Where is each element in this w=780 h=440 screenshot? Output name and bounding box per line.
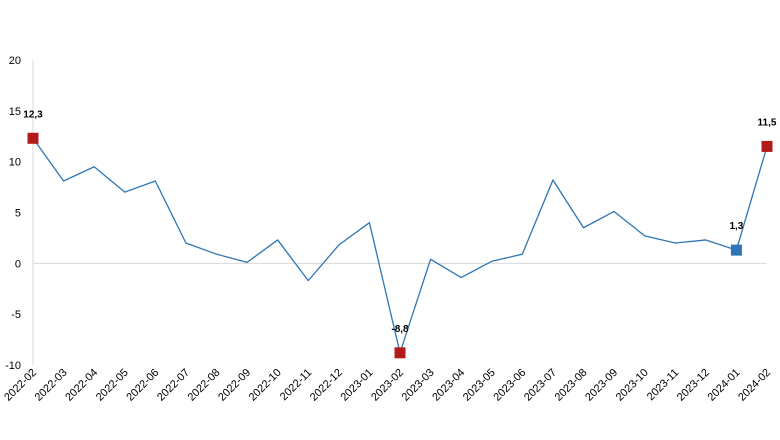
- highlight-marker: [730, 244, 742, 256]
- data-point: [216, 253, 218, 255]
- data-label: 11,5: [758, 117, 777, 128]
- data-point: [674, 242, 676, 244]
- data-point: [154, 180, 156, 182]
- data-point: [644, 235, 646, 237]
- x-tick-label: 2022-08: [186, 367, 223, 404]
- series-layer: [32, 137, 768, 354]
- x-tick-label: 2022-09: [216, 367, 253, 404]
- series-line: [32, 137, 768, 354]
- x-tick-label: 2022-03: [33, 367, 70, 404]
- data-point: [185, 242, 187, 244]
- data-label: -8,8: [391, 324, 409, 335]
- data-label: 12,3: [23, 109, 43, 120]
- data-point: [246, 261, 248, 263]
- markers-layer: [27, 132, 773, 359]
- x-tick-label: 2023-07: [522, 367, 559, 404]
- x-tick-label: 2022-07: [155, 367, 192, 404]
- data-point: [277, 239, 279, 241]
- x-tick-label: 2022-02: [2, 367, 39, 404]
- x-tick-label: 2023-04: [430, 367, 467, 404]
- data-point: [705, 239, 707, 241]
- x-tick-label: 2022-05: [94, 367, 131, 404]
- y-tick-label: 15: [9, 106, 21, 118]
- x-axis: 2022-022022-032022-042022-052022-062022-…: [2, 262, 773, 404]
- y-tick-label: 10: [9, 157, 21, 169]
- data-point: [552, 179, 554, 181]
- data-point: [583, 227, 585, 229]
- x-tick-label: 2023-10: [614, 367, 651, 404]
- data-point: [63, 180, 65, 182]
- x-tick-label: 2023-06: [491, 367, 528, 404]
- y-tick-label: 0: [15, 258, 21, 270]
- x-tick-label: 2023-11: [645, 367, 681, 403]
- highlight-marker: [27, 132, 39, 144]
- x-tick-label: 2023-03: [400, 367, 437, 404]
- data-point: [124, 191, 126, 193]
- x-tick-label: 2023-02: [369, 367, 406, 404]
- data-point: [521, 253, 523, 255]
- data-point: [613, 210, 615, 212]
- y-tick-label: 20: [9, 55, 21, 67]
- highlight-marker: [761, 140, 773, 152]
- y-axis: 20 15 10 5 0 -5 -10: [5, 55, 34, 372]
- x-tick-label: 2023-08: [553, 367, 590, 404]
- y-tick-label: -10: [5, 360, 21, 372]
- data-point: [430, 258, 432, 260]
- data-point: [307, 280, 309, 282]
- x-tick-label: 2022-10: [247, 367, 284, 404]
- data-label: 1,3: [729, 221, 743, 232]
- x-tick-label: 2023-12: [675, 367, 712, 404]
- highlight-marker: [394, 347, 406, 359]
- x-tick-label: 2023-05: [461, 367, 498, 404]
- x-tick-label: 2023-09: [583, 367, 620, 404]
- x-tick-label: 2022-06: [124, 367, 161, 404]
- data-point: [460, 277, 462, 279]
- data-point: [93, 166, 95, 168]
- y-tick-label: -5: [11, 309, 21, 321]
- data-point: [368, 222, 370, 224]
- x-tick-label: 2022-12: [308, 367, 345, 404]
- data-point: [338, 244, 340, 246]
- x-tick-label: 2022-04: [63, 367, 100, 404]
- y-tick-label: 5: [15, 208, 21, 220]
- x-tick-label: 2022-11: [278, 367, 314, 403]
- data-labels-layer: 12,3 -8,8 1,3 11,5: [23, 109, 777, 335]
- data-point: [491, 260, 493, 262]
- x-tick-label: 2023-01: [339, 367, 376, 404]
- x-tick-label: 2024-02: [736, 367, 773, 404]
- x-tick-label: 2024-01: [706, 367, 743, 404]
